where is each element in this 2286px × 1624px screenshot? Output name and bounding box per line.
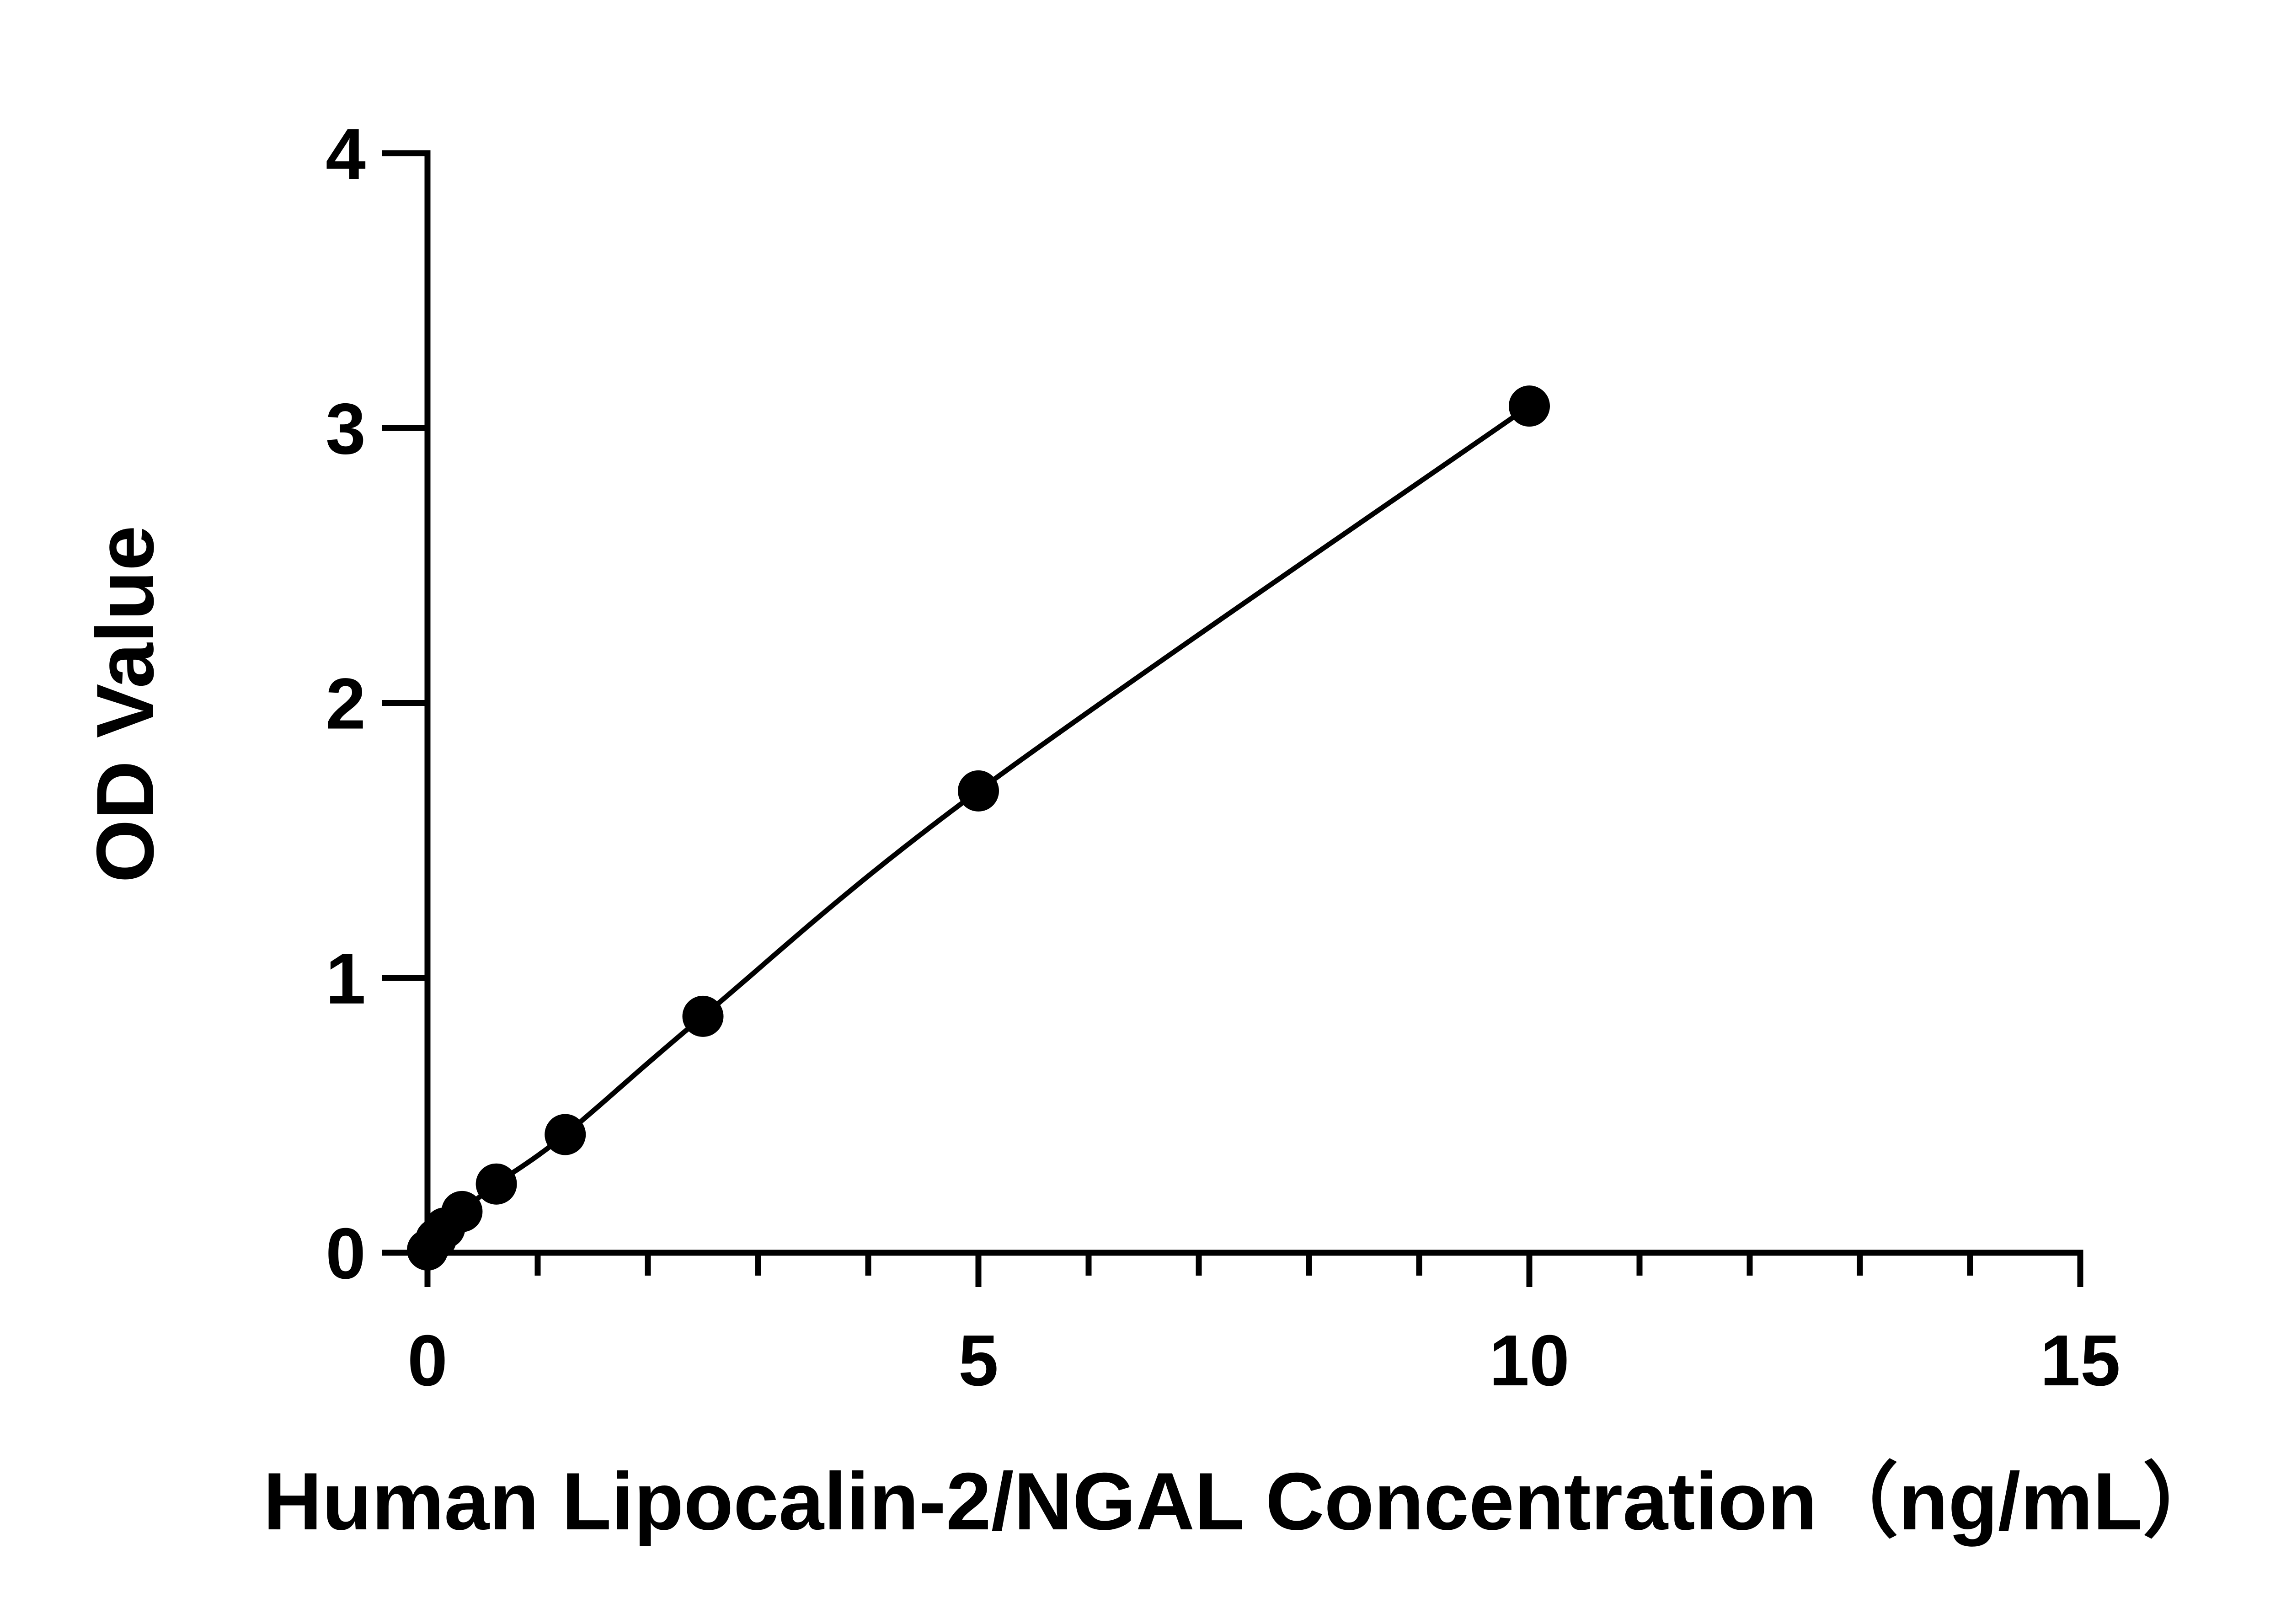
data-point xyxy=(441,1191,483,1232)
x-axis-title: Human Lipocalin-2/NGAL Concentration（ng/… xyxy=(263,1456,2224,1547)
data-point xyxy=(958,770,999,812)
y-axis-ticks: 0 1 2 3 4 xyxy=(326,114,427,1294)
data-point xyxy=(475,1163,517,1205)
y-tick-label: 3 xyxy=(326,389,366,469)
data-point xyxy=(545,1114,586,1155)
y-tick-label: 2 xyxy=(326,664,366,744)
x-tick-label: 10 xyxy=(1489,1320,1570,1401)
y-tick-label: 4 xyxy=(326,114,366,194)
y-tick-label: 0 xyxy=(326,1213,366,1294)
data-point xyxy=(682,995,724,1037)
standard-curve-line xyxy=(425,404,1531,1252)
data-point xyxy=(1509,385,1550,427)
data-points xyxy=(407,385,1550,1271)
y-axis-title: OD Value xyxy=(80,525,171,883)
y-tick-label: 1 xyxy=(326,939,366,1019)
x-tick-label: 5 xyxy=(958,1320,999,1401)
x-tick-label: 0 xyxy=(407,1320,448,1401)
x-axis-ticks: 0 5 10 15 xyxy=(407,1253,2120,1401)
x-tick-label: 15 xyxy=(2040,1320,2120,1401)
